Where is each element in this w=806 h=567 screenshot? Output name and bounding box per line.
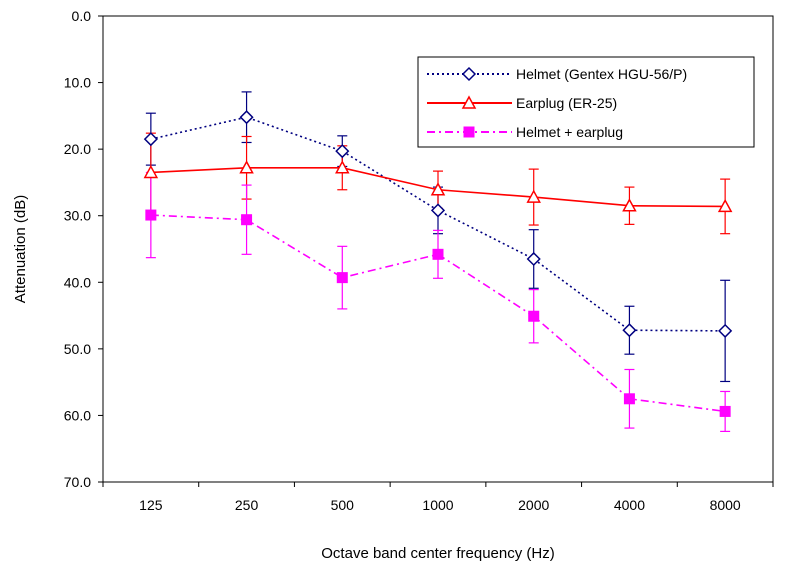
data-point	[526, 189, 541, 203]
legend-marker	[461, 66, 477, 82]
data-point	[430, 182, 446, 196]
legend-marker	[461, 95, 477, 109]
data-point	[336, 272, 348, 284]
y-tick-label: 70.0	[64, 474, 91, 490]
data-point	[143, 132, 158, 147]
legend-label: Earplug (ER-25)	[516, 95, 617, 111]
y-tick-label: 20.0	[64, 141, 91, 157]
y-axis: 0.0 10.0 20.0 30.0 40.0 50.0 60.0 70.0	[64, 8, 103, 490]
data-point	[335, 160, 350, 174]
data-point	[143, 164, 159, 179]
data-point	[718, 323, 733, 338]
data-point	[719, 405, 731, 417]
y-tick-label: 60.0	[64, 407, 91, 423]
y-tick-label: 0.0	[72, 8, 92, 24]
data-point	[717, 198, 733, 213]
x-tick-label: 8000	[710, 497, 741, 513]
x-axis-title: Octave band center frequency (Hz)	[321, 545, 554, 562]
legend-label: Helmet + earplug	[516, 124, 623, 140]
series-markers	[143, 110, 733, 417]
y-tick-label: 50.0	[64, 341, 91, 357]
y-tick-label: 10.0	[64, 75, 91, 91]
data-point	[622, 323, 637, 338]
data-point	[239, 110, 254, 125]
y-tick-label: 30.0	[64, 208, 91, 224]
x-tick-label: 2000	[518, 497, 549, 513]
legend-marker	[463, 126, 475, 138]
legend-label: Helmet (Gentex HGU-56/P)	[516, 66, 687, 82]
x-tick-label: 250	[235, 497, 259, 513]
data-point	[145, 209, 157, 221]
data-point	[430, 203, 446, 218]
y-tick-label: 40.0	[64, 274, 91, 290]
legend: Helmet (Gentex HGU-56/P) Earplug (ER-25) H…	[417, 56, 755, 148]
data-point	[335, 144, 350, 159]
x-tick-label: 1000	[422, 497, 453, 513]
x-tick-label: 4000	[614, 497, 645, 513]
data-point	[241, 214, 253, 226]
data-point	[526, 251, 541, 267]
data-point	[528, 310, 540, 322]
data-point	[239, 160, 254, 174]
data-point	[432, 248, 444, 260]
x-axis: 125 250 500 1000 2000 4000 8000	[102, 482, 774, 513]
y-axis-title: Attenuation (dB)	[12, 195, 29, 303]
data-point	[623, 393, 635, 405]
x-tick-label: 500	[331, 497, 355, 513]
data-point	[622, 198, 637, 212]
x-tick-label: 125	[139, 497, 163, 513]
